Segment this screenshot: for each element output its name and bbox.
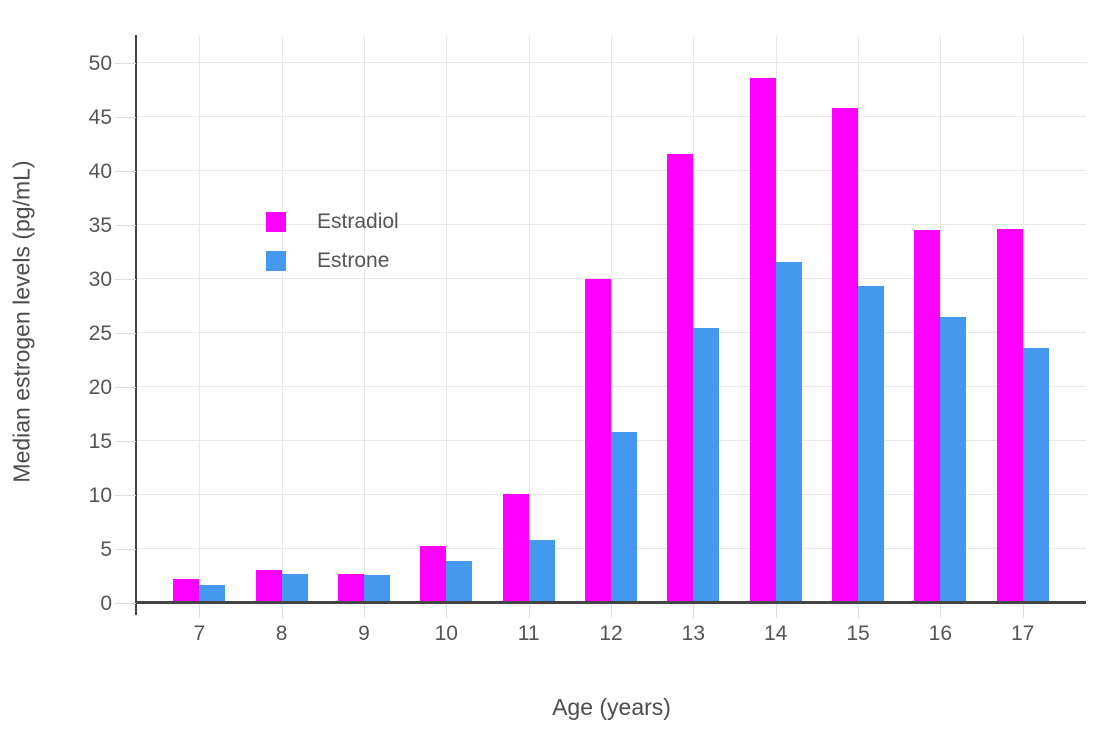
y-tick-0 [115, 602, 136, 604]
y-tick-label-5: 5 [100, 537, 112, 561]
bar-estradiol-age-10[interactable] [420, 545, 447, 603]
bar-estrone-age-14[interactable] [775, 261, 802, 603]
x-tick-13 [693, 604, 695, 618]
x-tick-label-16: 16 [928, 622, 953, 645]
bar-estradiol-age-15[interactable] [832, 108, 859, 603]
bar-estradiol-age-11[interactable] [502, 493, 529, 603]
y-axis-line [135, 35, 137, 615]
y-tick-45 [115, 116, 136, 118]
x-tick-label-11: 11 [517, 622, 540, 645]
legend-swatch-estradiol [266, 212, 286, 232]
bar-estrone-age-11[interactable] [528, 540, 555, 603]
y-tick-50 [115, 62, 136, 64]
bar-estrone-age-13[interactable] [693, 327, 720, 603]
bar-estradiol-age-17[interactable] [996, 229, 1023, 603]
y-tick-35 [115, 224, 136, 226]
y-tick-5 [115, 548, 136, 550]
y-tick-15 [115, 440, 136, 442]
x-tick-label-15: 15 [846, 622, 870, 645]
x-tick-label-9: 9 [358, 622, 370, 645]
legend-swatch-estrone [266, 251, 286, 271]
bar-estradiol-age-8[interactable] [255, 569, 282, 603]
v-gridline-10 [446, 35, 448, 603]
bar-estrone-age-15[interactable] [858, 285, 885, 603]
bar-estradiol-age-13[interactable] [667, 153, 694, 603]
v-gridline-11 [528, 35, 530, 603]
y-tick-label-25: 25 [88, 321, 112, 345]
bar-estradiol-age-12[interactable] [585, 279, 611, 603]
y-tick-label-50: 50 [88, 51, 112, 75]
x-tick-8 [281, 604, 283, 618]
x-tick-label-8: 8 [275, 622, 288, 645]
x-tick-label-7: 7 [193, 622, 206, 645]
v-gridline-17 [1022, 35, 1024, 603]
legend: Estradiol Estrone [266, 210, 399, 290]
y-tick-label-20: 20 [88, 375, 112, 399]
x-tick-9 [363, 604, 365, 618]
y-tick-25 [115, 332, 136, 334]
x-tick-16 [940, 604, 942, 618]
x-axis-title: Age (years) [552, 694, 671, 720]
x-axis-line [135, 601, 1086, 604]
bar-estrone-age-9[interactable] [363, 574, 390, 603]
bar-estrone-age-8[interactable] [281, 573, 308, 603]
x-tick-10 [446, 604, 448, 618]
bar-estradiol-age-9[interactable] [337, 573, 364, 603]
bar-estrone-age-10[interactable] [446, 560, 473, 603]
bar-estradiol-age-7[interactable] [173, 579, 200, 603]
v-gridline-8 [281, 35, 283, 603]
x-tick-11 [528, 604, 530, 618]
legend-label-estradiol: Estradiol [317, 210, 399, 233]
y-tick-label-45: 45 [88, 105, 112, 129]
y-tick-label-35: 35 [88, 213, 112, 237]
legend-label-estrone: Estrone [317, 249, 390, 272]
x-tick-label-10: 10 [434, 622, 458, 645]
y-tick-40 [115, 170, 136, 172]
v-gridline-9 [363, 35, 365, 603]
x-tick-14 [775, 604, 777, 618]
x-tick-15 [858, 604, 860, 618]
bar-estrone-age-12[interactable] [611, 432, 637, 603]
bar-estrone-age-7[interactable] [199, 584, 226, 603]
bar-estradiol-age-14[interactable] [749, 78, 776, 603]
y-axis-title: Median estrogen levels (pg/mL) [8, 160, 35, 483]
y-tick-20 [115, 386, 136, 388]
x-tick-12 [611, 604, 612, 618]
y-tick-label-30: 30 [88, 267, 112, 291]
y-tick-label-40: 40 [88, 159, 112, 183]
y-tick-30 [115, 278, 136, 280]
x-tick-label-12: 12 [599, 622, 623, 645]
x-tick-label-13: 13 [681, 622, 705, 645]
x-tick-17 [1022, 604, 1024, 618]
bar-estrone-age-16[interactable] [940, 316, 967, 603]
v-gridline-12 [611, 35, 612, 603]
legend-item-estradiol[interactable]: Estradiol [266, 210, 399, 233]
plot-area [137, 35, 1086, 603]
x-tick-7 [199, 604, 201, 618]
y-tick-label-0: 0 [100, 591, 112, 615]
bar-estrone-age-17[interactable] [1022, 348, 1049, 603]
bar-estradiol-age-16[interactable] [914, 230, 941, 603]
legend-item-estrone[interactable]: Estrone [266, 249, 399, 272]
x-tick-label-14: 14 [763, 622, 788, 645]
y-tick-label-10: 10 [88, 483, 112, 507]
y-tick-label-15: 15 [88, 429, 112, 453]
y-tick-10 [115, 494, 136, 496]
x-tick-label-17: 17 [1011, 622, 1035, 645]
v-gridline-7 [199, 35, 201, 603]
v-gridline-13 [693, 35, 695, 603]
